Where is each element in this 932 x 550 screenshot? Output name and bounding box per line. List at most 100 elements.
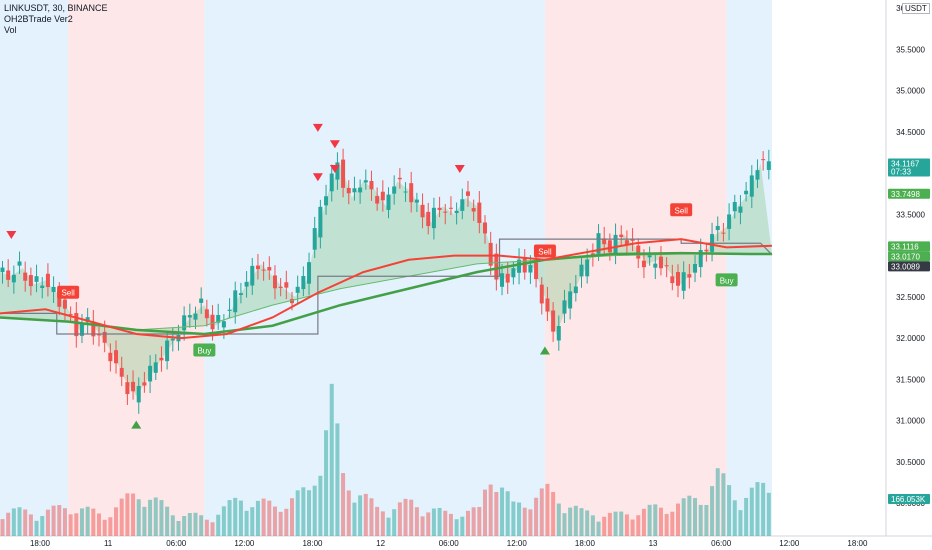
volume-bar [358, 495, 363, 536]
candle-body [238, 293, 243, 296]
volume-bar [238, 500, 243, 536]
price-tag-p3: 33.1116 [891, 242, 919, 251]
volume-bar [341, 473, 346, 536]
volume-bar [91, 508, 96, 536]
candle-body [199, 298, 204, 303]
volume-bar [636, 515, 641, 536]
volume-bar [448, 513, 453, 536]
sell-arrow-icon [454, 165, 465, 174]
candle-body [0, 267, 5, 273]
trend-fill-area [0, 163, 772, 396]
candle-body [568, 291, 573, 309]
volume-bar [511, 501, 516, 536]
volume-bar [624, 514, 629, 536]
candle-body [329, 173, 334, 192]
candle-body [369, 181, 374, 190]
sell-arrow-icon [6, 231, 17, 240]
volume-bar [176, 520, 181, 536]
volume-bar [114, 507, 119, 536]
candle-body [687, 274, 692, 278]
currency-badge[interactable]: USDT [902, 3, 930, 14]
candle-body [511, 268, 516, 278]
price-tag-p2: 33.7498 [891, 190, 920, 199]
volume-bar [392, 509, 397, 536]
buy-arrow-icon [539, 346, 550, 355]
candle-body [573, 286, 578, 294]
time-tick-label: 06:00 [711, 539, 732, 548]
volume-bar [97, 513, 101, 536]
volume-bar [534, 497, 539, 536]
volume-bar [403, 498, 408, 536]
candle-body [658, 256, 663, 269]
volume-bar [6, 512, 11, 536]
candle-body [250, 265, 255, 286]
volume-bar [17, 507, 22, 536]
volume-bar [641, 508, 646, 536]
volume-bar [210, 522, 215, 536]
candle-body [91, 321, 96, 337]
volume-bar [363, 493, 368, 536]
volume-bar [744, 497, 749, 536]
price-tick-label: 31.5000 [896, 375, 925, 384]
volume-bar [312, 485, 317, 536]
volume-bar [380, 511, 385, 536]
volume-bar [551, 491, 556, 536]
volume-bar [568, 507, 573, 536]
candle-body [607, 240, 612, 253]
volume-bar [658, 507, 663, 536]
volume-bar [102, 519, 107, 536]
candle-body [341, 159, 346, 188]
volume-bar [738, 510, 743, 536]
candle-body [62, 299, 67, 309]
volume-bar [596, 521, 601, 536]
candle-body [727, 214, 732, 229]
candle-body [545, 298, 550, 312]
volume-bar [420, 516, 425, 536]
candle-body [755, 170, 760, 180]
volume-bar [607, 512, 612, 536]
volume-bar [443, 510, 448, 536]
volume-bar [460, 516, 465, 536]
time-tick-label: 18:00 [302, 539, 323, 548]
price-tick-label: 35.5000 [896, 45, 925, 54]
volume-bar [170, 515, 175, 536]
volume-bar [766, 492, 771, 536]
volume-bar [687, 495, 692, 536]
volume-bar [590, 515, 595, 536]
candle-body [431, 207, 436, 229]
candle-body [528, 265, 533, 273]
volume-bar [397, 502, 402, 536]
candle-body [68, 314, 73, 316]
price-tag-p4: 33.0170 [891, 252, 920, 261]
candle-body [454, 210, 459, 214]
price-tick-label: 31.0000 [896, 417, 925, 426]
volume-bar [125, 493, 130, 536]
volume-bar [556, 503, 561, 536]
candle-body [641, 260, 646, 268]
time-tick-label: 13 [649, 539, 658, 548]
signal-label-buy-1: Buy [197, 346, 211, 355]
symbol-label: LINKUSDT, 30, BINANCE [4, 3, 108, 13]
candle-body [414, 199, 419, 203]
volume-bar [272, 506, 277, 536]
time-tick-label: 12:00 [234, 539, 255, 548]
candle-body [619, 234, 624, 237]
candle-body [255, 265, 260, 270]
candle-body [403, 191, 408, 193]
signal-label-box [57, 285, 80, 299]
volume-bar [11, 508, 16, 536]
volume-bar [346, 490, 351, 536]
candle-body [647, 255, 652, 258]
volume-bar [630, 519, 635, 536]
volume-bar [579, 508, 584, 536]
sell-arrow-icon [329, 165, 340, 174]
volume-bar [301, 487, 306, 536]
volume-bar [545, 483, 550, 536]
candle-body [324, 196, 329, 206]
candle-body [534, 262, 539, 280]
candle-body [290, 298, 294, 304]
candle-body [131, 381, 136, 392]
volume-bar [131, 493, 136, 536]
candle-body [670, 276, 675, 284]
